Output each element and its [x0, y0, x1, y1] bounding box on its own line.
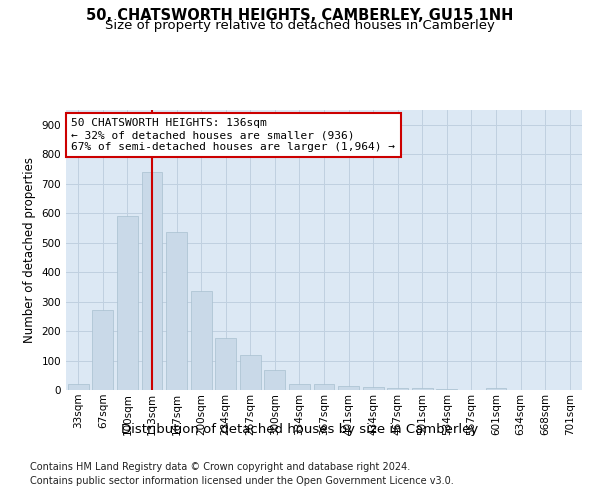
Text: Contains HM Land Registry data © Crown copyright and database right 2024.: Contains HM Land Registry data © Crown c… [30, 462, 410, 472]
Text: Size of property relative to detached houses in Camberley: Size of property relative to detached ho… [105, 19, 495, 32]
Bar [338, 386, 359, 390]
Bar [387, 388, 408, 390]
Bar [485, 388, 506, 390]
Bar [265, 370, 286, 390]
Bar [436, 388, 457, 390]
Bar [240, 355, 261, 390]
Bar [142, 172, 163, 390]
Bar [92, 310, 113, 390]
Bar [362, 387, 383, 390]
Bar [314, 384, 334, 390]
Bar [215, 338, 236, 390]
Bar [412, 388, 433, 390]
Bar [166, 232, 187, 390]
Bar [68, 384, 89, 390]
Bar [289, 384, 310, 390]
Y-axis label: Number of detached properties: Number of detached properties [23, 157, 36, 343]
Text: 50, CHATSWORTH HEIGHTS, CAMBERLEY, GU15 1NH: 50, CHATSWORTH HEIGHTS, CAMBERLEY, GU15 … [86, 8, 514, 22]
Text: Contains public sector information licensed under the Open Government Licence v3: Contains public sector information licen… [30, 476, 454, 486]
Bar [117, 216, 138, 390]
Text: Distribution of detached houses by size in Camberley: Distribution of detached houses by size … [121, 422, 479, 436]
Text: 50 CHATSWORTH HEIGHTS: 136sqm
← 32% of detached houses are smaller (936)
67% of : 50 CHATSWORTH HEIGHTS: 136sqm ← 32% of d… [71, 118, 395, 152]
Bar [191, 292, 212, 390]
